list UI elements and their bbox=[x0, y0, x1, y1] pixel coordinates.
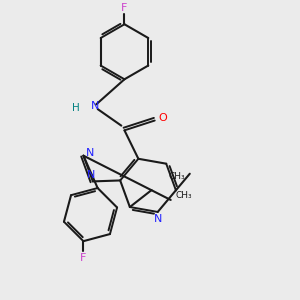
Text: F: F bbox=[121, 3, 127, 13]
Text: H: H bbox=[72, 103, 80, 112]
Text: CH₃: CH₃ bbox=[168, 172, 185, 182]
Text: CH₃: CH₃ bbox=[176, 191, 192, 200]
Text: N: N bbox=[91, 101, 99, 111]
Text: N: N bbox=[87, 170, 95, 180]
Text: N: N bbox=[86, 148, 95, 158]
Text: N: N bbox=[154, 214, 162, 224]
Text: F: F bbox=[80, 253, 87, 263]
Text: O: O bbox=[158, 113, 167, 123]
